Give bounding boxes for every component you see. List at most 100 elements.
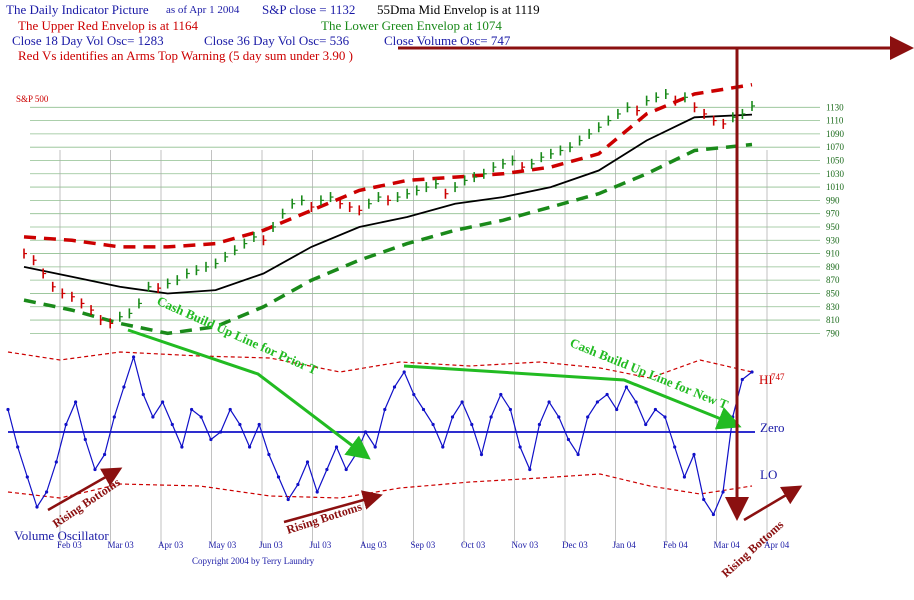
price-tick-label: 1070 (826, 142, 845, 152)
arms-warning-note: Red Vs identifies an Arms Top Warning (5… (18, 48, 353, 63)
lower-envelope-line (23, 142, 753, 336)
volume-oscillator-point (103, 452, 107, 457)
volume-oscillator-point (83, 437, 87, 442)
volume-oscillator-point (363, 430, 368, 434)
volume-oscillator-point (16, 445, 20, 449)
mid-envelope-line (23, 113, 753, 295)
volume-oscillator-point (112, 415, 116, 419)
price-grid (30, 106, 820, 334)
volume-oscillator-point (441, 445, 445, 449)
volume-oscillator-point (219, 430, 223, 434)
cash-buildup-new-arrow (403, 364, 742, 430)
asof-date: as of Apr 1 2004 (166, 4, 240, 16)
month-tick-label: Aug 03 (360, 540, 387, 550)
price-tick-label: 850 (826, 288, 840, 298)
price-tick-label: 1050 (826, 155, 845, 165)
sp500-label: S&P 500 (16, 94, 49, 104)
chart-title: The Daily Indicator Picture (6, 2, 149, 17)
volume-oscillator-point (479, 452, 484, 457)
volume-oscillator-point (228, 407, 232, 412)
volume-oscillator-point (595, 400, 600, 404)
volume-oscillator-point (315, 490, 319, 494)
price-tick-label: 990 (826, 195, 840, 205)
price-tick-label: 1130 (826, 102, 844, 112)
price-axis-ticks: 1130 1110 1090 1070 1050 1030 1010 990 970 950 930… (826, 102, 845, 338)
volume-oscillator-point (122, 385, 126, 389)
price-tick-label: 950 (826, 222, 840, 232)
volume-oscillator-point (537, 422, 542, 427)
volume-oscillator-point (296, 482, 300, 487)
price-tick-label: 1090 (826, 129, 845, 139)
volume-oscillator-point (489, 415, 493, 419)
volume-oscillator-point (383, 407, 387, 412)
price-tick-label: 970 (826, 209, 840, 219)
hi-label: HI (759, 372, 773, 387)
month-tick-label: Dec 03 (562, 540, 588, 550)
volume-oscillator-point (740, 377, 744, 382)
volume-oscillator-point (54, 460, 58, 464)
volume-oscillator-point (248, 445, 252, 449)
price-tick-label: 930 (826, 235, 840, 245)
month-axis: Feb 03 Mar 03 Apr 03 May 03 Jun 03 Jul 03 Aug … (57, 150, 790, 550)
volume-oscillator-point (412, 392, 416, 397)
month-tick-label: Jul 03 (310, 540, 332, 550)
month-tick-label: Feb 03 (57, 540, 82, 550)
volume-oscillator-point (682, 475, 687, 479)
close-volume-readout: Close Volume Osc= 747 (384, 33, 511, 48)
cash-buildup-prior-label: Cash Build Up Line for Prior T (155, 293, 320, 378)
oscillator-upper-band (7, 351, 753, 379)
volume-oscillator-point (673, 445, 677, 449)
volume-oscillator-point (750, 370, 754, 374)
volume-oscillator-point (373, 445, 377, 449)
rising-bottoms-arrow-1 (47, 467, 123, 512)
volume-oscillator-point (161, 400, 165, 404)
upper-envelope: The Upper Red Envelop is at 1164 (18, 18, 199, 33)
volume-oscillator-point (199, 415, 203, 419)
volume-oscillator-line (7, 354, 753, 516)
volume-oscillator-point (209, 437, 213, 442)
month-tick-label: Feb 04 (663, 540, 688, 550)
price-tick-label: 830 (826, 302, 840, 312)
volume-oscillator-point (499, 392, 503, 397)
volume-oscillator-point (470, 422, 474, 427)
volume-oscillator-point (634, 400, 638, 404)
volume-oscillator-point (450, 415, 455, 419)
volume-oscillator-point (692, 452, 696, 457)
month-tick-label: Oct 03 (461, 540, 486, 550)
volume-oscillator-point (576, 452, 580, 457)
volume-oscillator-point (6, 407, 10, 412)
volume-oscillator-point (615, 407, 619, 412)
cash-buildup-new-label: Cash Build Up Line for New T (568, 335, 731, 412)
cash-buildup-prior-arrow (127, 328, 371, 460)
volume-oscillator-point (528, 467, 532, 472)
month-tick-label: Sep 03 (411, 540, 436, 550)
volume-oscillator-point (305, 460, 310, 464)
price-tick-label: 870 (826, 275, 840, 285)
volume-oscillator-point (557, 415, 561, 419)
lo-label: LO (760, 467, 777, 482)
price-tick-label: 1030 (826, 169, 845, 179)
month-tick-label: Jan 04 (613, 540, 637, 550)
volume-oscillator-point (644, 422, 648, 427)
price-tick-label: 810 (826, 315, 840, 325)
month-tick-label: Mar 03 (108, 540, 135, 550)
annotations: Cash Build Up Line for Prior T Cash Build… (47, 36, 914, 580)
volume-oscillator-point (547, 400, 551, 404)
osc18-readout: Close 18 Day Vol Osc= 1283 (12, 33, 164, 48)
volume-oscillator-point (25, 475, 29, 479)
price-tick-label: 790 (826, 328, 840, 338)
lower-envelope: The Lower Green Envelop at 1074 (321, 18, 502, 33)
volume-oscillator-point (711, 512, 716, 517)
copyright-label: Copyright 2004 by Terry Laundry (192, 556, 315, 566)
sp-close: S&P close = 1132 (262, 2, 356, 17)
price-tick-label: 1010 (826, 182, 845, 192)
volume-oscillator-point (35, 505, 39, 509)
volume-oscillator-point (518, 445, 522, 449)
osc36-readout: Close 36 Day Vol Osc= 536 (204, 33, 350, 48)
month-tick-label: Jun 03 (259, 540, 283, 550)
month-tick-label: May 03 (209, 540, 237, 550)
volume-oscillator-point (605, 392, 609, 397)
price-tick-label: 1110 (826, 116, 844, 126)
rising-bottoms-arrow-3 (743, 485, 803, 522)
volume-oscillator-point (702, 497, 706, 502)
